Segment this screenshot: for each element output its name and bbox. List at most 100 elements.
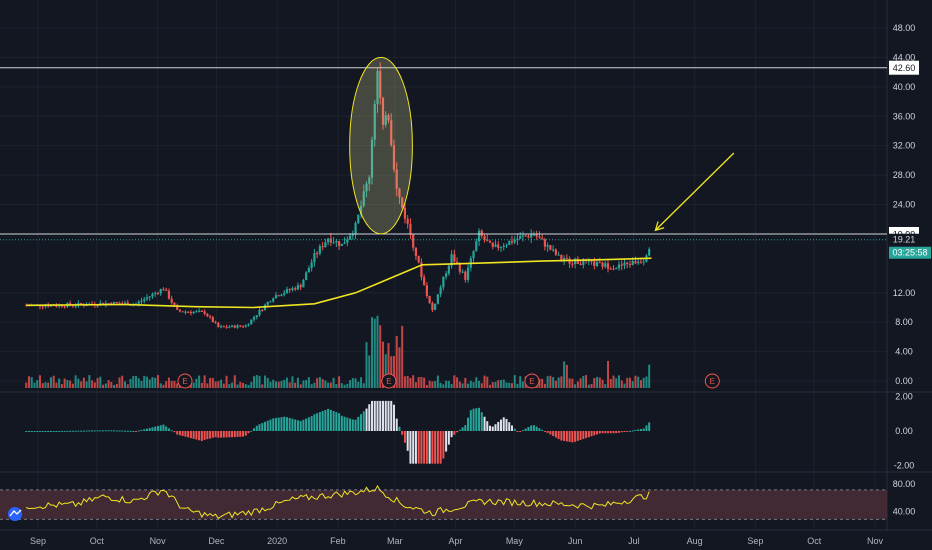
price-tick-label: 32.00 xyxy=(893,141,916,151)
volume-bar xyxy=(132,375,135,388)
macd-bar xyxy=(579,431,582,440)
price-axis[interactable]: 48.00 44.00 40.00 36.00 32.00 28.00 24.00 12.00… xyxy=(893,23,916,517)
macd-bar xyxy=(154,426,157,431)
macd-bar xyxy=(519,431,522,432)
macd-bar xyxy=(417,431,420,464)
time-tick-label: Mar xyxy=(387,536,403,546)
earnings-marker[interactable] xyxy=(524,373,540,389)
macd-bar xyxy=(332,411,335,431)
macd-bar xyxy=(258,424,261,431)
time-axis[interactable]: Sep Oct Nov Dec 2020 Feb Mar Apr May Jun Jul Aug Sep… xyxy=(0,529,932,550)
macd-bar xyxy=(52,431,55,432)
volume-bar xyxy=(349,380,352,388)
candle-body xyxy=(305,272,308,281)
volume-bar xyxy=(508,382,511,388)
macd-bar xyxy=(626,431,629,432)
volume-bar xyxy=(494,381,497,388)
earnings-marker[interactable] xyxy=(381,373,397,389)
candle-body xyxy=(565,258,568,260)
candle-body xyxy=(623,262,626,266)
volume-bar xyxy=(44,382,47,388)
price-tick-label: 8.00 xyxy=(895,317,913,327)
earnings-marker[interactable] xyxy=(177,373,193,389)
candle-body xyxy=(357,214,360,224)
rsi-line xyxy=(26,484,650,520)
macd-bar xyxy=(472,408,475,431)
candle-body xyxy=(261,309,264,311)
candle-body xyxy=(225,326,228,328)
annotation-arrow xyxy=(655,152,735,231)
candle-body xyxy=(217,323,220,328)
candle-body xyxy=(453,254,456,262)
volume-bar xyxy=(505,382,508,388)
volume-bar xyxy=(225,375,228,388)
macd-bar xyxy=(129,430,132,432)
volume-bar xyxy=(283,379,286,388)
candle-body xyxy=(302,280,305,288)
macd-bar xyxy=(483,416,486,431)
macd-bar xyxy=(587,431,590,438)
volume-bar xyxy=(354,378,357,388)
volume-bar xyxy=(211,377,214,388)
volume-bar xyxy=(288,382,291,388)
macd-bar xyxy=(305,418,308,431)
time-tick-label: Sep xyxy=(30,536,46,546)
candle-body xyxy=(617,264,621,269)
chart-controls[interactable] xyxy=(8,507,22,521)
volume-bar xyxy=(590,383,593,388)
volume-bar xyxy=(607,360,610,388)
candle-body xyxy=(552,249,555,251)
volume-bar xyxy=(118,377,121,388)
macd-bar xyxy=(255,425,258,431)
volume-bar xyxy=(436,375,439,388)
macd-bar xyxy=(236,431,239,437)
volume-bar xyxy=(362,383,365,388)
candle-body xyxy=(266,301,269,305)
volume-bar xyxy=(541,378,544,388)
macd-bar xyxy=(524,428,527,431)
candle-body xyxy=(519,236,522,239)
horizontal-level-label: 42.60 xyxy=(893,63,916,73)
macd-bar xyxy=(137,430,140,432)
macd-bar xyxy=(406,431,409,451)
volume-bar xyxy=(113,384,116,388)
candle-body xyxy=(510,241,514,243)
macd-bar xyxy=(200,431,203,441)
volume-bar xyxy=(576,381,579,388)
moving-average xyxy=(26,257,652,309)
macd-bar xyxy=(263,421,266,431)
volume-bar xyxy=(519,376,522,388)
candle-body xyxy=(387,115,390,121)
macd-bar xyxy=(288,417,291,431)
volume-bar xyxy=(516,383,519,388)
volume-bar xyxy=(228,384,231,388)
volume-bar xyxy=(552,377,555,388)
volume-bar xyxy=(27,376,30,388)
macd-bar xyxy=(80,430,83,432)
macd-bar xyxy=(565,431,568,442)
macd-bar xyxy=(450,431,453,438)
volume-bar xyxy=(307,377,310,388)
candle-body xyxy=(154,292,157,294)
candle-body xyxy=(255,315,258,318)
macd-bar xyxy=(115,430,118,432)
volume-bar xyxy=(392,355,395,388)
candle-body xyxy=(316,253,319,255)
candle-body xyxy=(214,322,217,324)
volume-bar xyxy=(571,378,574,388)
macd-bar xyxy=(475,408,478,431)
candle-body xyxy=(173,302,176,306)
volume-bar xyxy=(346,383,349,388)
macd-bar xyxy=(349,418,352,431)
candle-body xyxy=(409,223,412,235)
macd-bar xyxy=(25,431,28,432)
volume-bar xyxy=(434,381,437,388)
earnings-marker[interactable] xyxy=(704,373,720,389)
macd-bar xyxy=(620,431,623,433)
macd-bar xyxy=(549,431,552,435)
candle-body xyxy=(250,319,253,325)
tradingview-logo-icon[interactable] xyxy=(8,507,22,521)
macd-bar xyxy=(546,431,549,433)
earnings-marker-label: E xyxy=(710,377,715,386)
